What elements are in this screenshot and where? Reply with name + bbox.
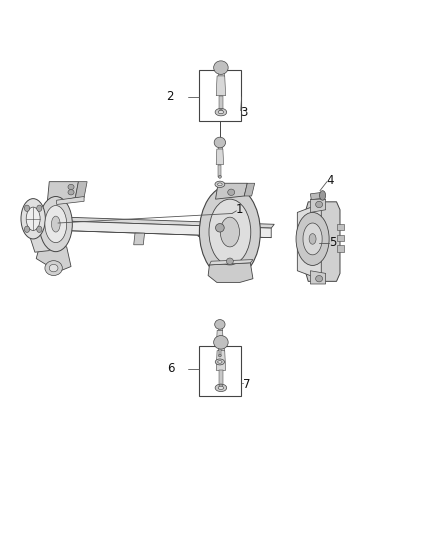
Ellipse shape	[25, 226, 30, 232]
Ellipse shape	[218, 386, 224, 390]
Ellipse shape	[219, 109, 223, 113]
Polygon shape	[305, 202, 340, 281]
Ellipse shape	[209, 199, 251, 265]
Polygon shape	[28, 206, 51, 252]
Text: 3: 3	[240, 106, 248, 119]
Ellipse shape	[218, 361, 222, 364]
Polygon shape	[216, 149, 223, 165]
Ellipse shape	[68, 190, 74, 195]
Text: 6: 6	[167, 362, 175, 375]
Ellipse shape	[218, 183, 222, 185]
Ellipse shape	[37, 226, 42, 232]
Ellipse shape	[220, 217, 240, 247]
Polygon shape	[134, 233, 145, 245]
Polygon shape	[219, 344, 221, 356]
Ellipse shape	[309, 233, 316, 244]
Ellipse shape	[228, 189, 235, 196]
Ellipse shape	[37, 205, 42, 212]
Ellipse shape	[316, 276, 322, 282]
Polygon shape	[215, 183, 247, 199]
Polygon shape	[219, 370, 223, 386]
Ellipse shape	[21, 199, 46, 239]
Bar	[199, 70, 241, 120]
Polygon shape	[198, 224, 210, 240]
Bar	[199, 346, 241, 397]
Ellipse shape	[45, 261, 62, 276]
Ellipse shape	[219, 354, 221, 357]
Ellipse shape	[215, 320, 225, 329]
Ellipse shape	[320, 191, 325, 200]
Ellipse shape	[219, 175, 221, 178]
Text: 2: 2	[166, 90, 174, 103]
Polygon shape	[75, 182, 87, 198]
Ellipse shape	[296, 213, 329, 265]
Polygon shape	[336, 224, 344, 230]
Polygon shape	[336, 245, 344, 252]
Ellipse shape	[68, 184, 74, 190]
Polygon shape	[219, 95, 223, 111]
Text: 7: 7	[243, 378, 250, 391]
Polygon shape	[311, 271, 325, 284]
Ellipse shape	[215, 384, 227, 392]
Ellipse shape	[49, 264, 58, 272]
Polygon shape	[39, 220, 271, 238]
Ellipse shape	[214, 61, 228, 75]
Polygon shape	[311, 199, 325, 213]
Polygon shape	[216, 351, 226, 370]
Polygon shape	[39, 216, 274, 228]
Ellipse shape	[26, 207, 40, 230]
Polygon shape	[36, 243, 71, 272]
Polygon shape	[209, 260, 253, 265]
Ellipse shape	[25, 205, 30, 212]
Polygon shape	[297, 204, 321, 280]
Ellipse shape	[316, 201, 322, 208]
Ellipse shape	[215, 108, 227, 116]
Text: 4: 4	[327, 174, 334, 187]
Polygon shape	[47, 182, 78, 205]
Ellipse shape	[226, 258, 233, 264]
Text: 5: 5	[329, 236, 337, 249]
Polygon shape	[311, 192, 323, 200]
Polygon shape	[218, 144, 222, 149]
Ellipse shape	[199, 185, 260, 279]
Ellipse shape	[303, 223, 322, 255]
Polygon shape	[218, 70, 224, 76]
Polygon shape	[216, 76, 226, 95]
Polygon shape	[208, 263, 253, 282]
Ellipse shape	[214, 137, 226, 148]
Ellipse shape	[215, 181, 225, 188]
Polygon shape	[216, 330, 223, 344]
Polygon shape	[336, 235, 344, 241]
Ellipse shape	[45, 206, 67, 243]
Text: 1: 1	[236, 203, 244, 216]
Ellipse shape	[215, 223, 224, 232]
Polygon shape	[244, 183, 254, 196]
Polygon shape	[218, 344, 224, 351]
Ellipse shape	[51, 216, 60, 232]
Ellipse shape	[215, 359, 225, 365]
Ellipse shape	[39, 197, 72, 252]
Ellipse shape	[218, 110, 224, 114]
Ellipse shape	[214, 336, 228, 349]
Polygon shape	[219, 165, 221, 177]
Polygon shape	[57, 197, 84, 205]
Ellipse shape	[219, 384, 223, 388]
Polygon shape	[218, 326, 222, 330]
